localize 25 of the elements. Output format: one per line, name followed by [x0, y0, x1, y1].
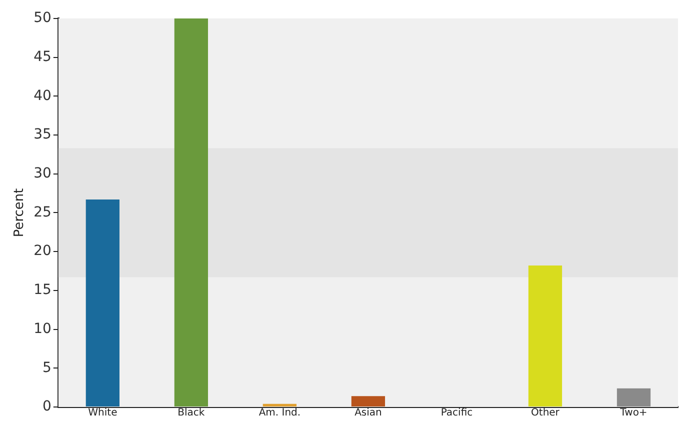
y-tick-label: 15: [34, 282, 52, 298]
y-tick-label: 30: [34, 165, 52, 182]
x-tick-label: Asian: [354, 408, 382, 419]
y-tick-label: 10: [34, 320, 52, 337]
y-tick-label: 0: [42, 398, 52, 415]
y-tick-label: 20: [34, 243, 52, 260]
bar: [86, 199, 120, 406]
bar: [616, 388, 651, 406]
y-tick-label: 35: [34, 126, 52, 143]
bar: [262, 404, 297, 406]
y-tick-label: 45: [34, 48, 52, 65]
x-tick-label: Am. Ind.: [258, 408, 301, 419]
y-tick-label: 40: [34, 88, 52, 104]
bar: [528, 266, 562, 406]
x-tick-label: Pacific: [440, 408, 473, 419]
x-tick-label: White: [88, 408, 118, 419]
x-tick-label: Black: [178, 408, 205, 419]
y-tick-label: 25: [34, 204, 52, 220]
y-tick-label: 50: [34, 10, 52, 26]
x-tick-label: Two+: [619, 408, 648, 419]
bar: [174, 18, 208, 406]
x-tick-label: Other: [531, 408, 560, 419]
y-tick-label: 5: [42, 360, 52, 376]
y-axis-title: Percent: [12, 188, 28, 238]
bar: [351, 396, 386, 406]
